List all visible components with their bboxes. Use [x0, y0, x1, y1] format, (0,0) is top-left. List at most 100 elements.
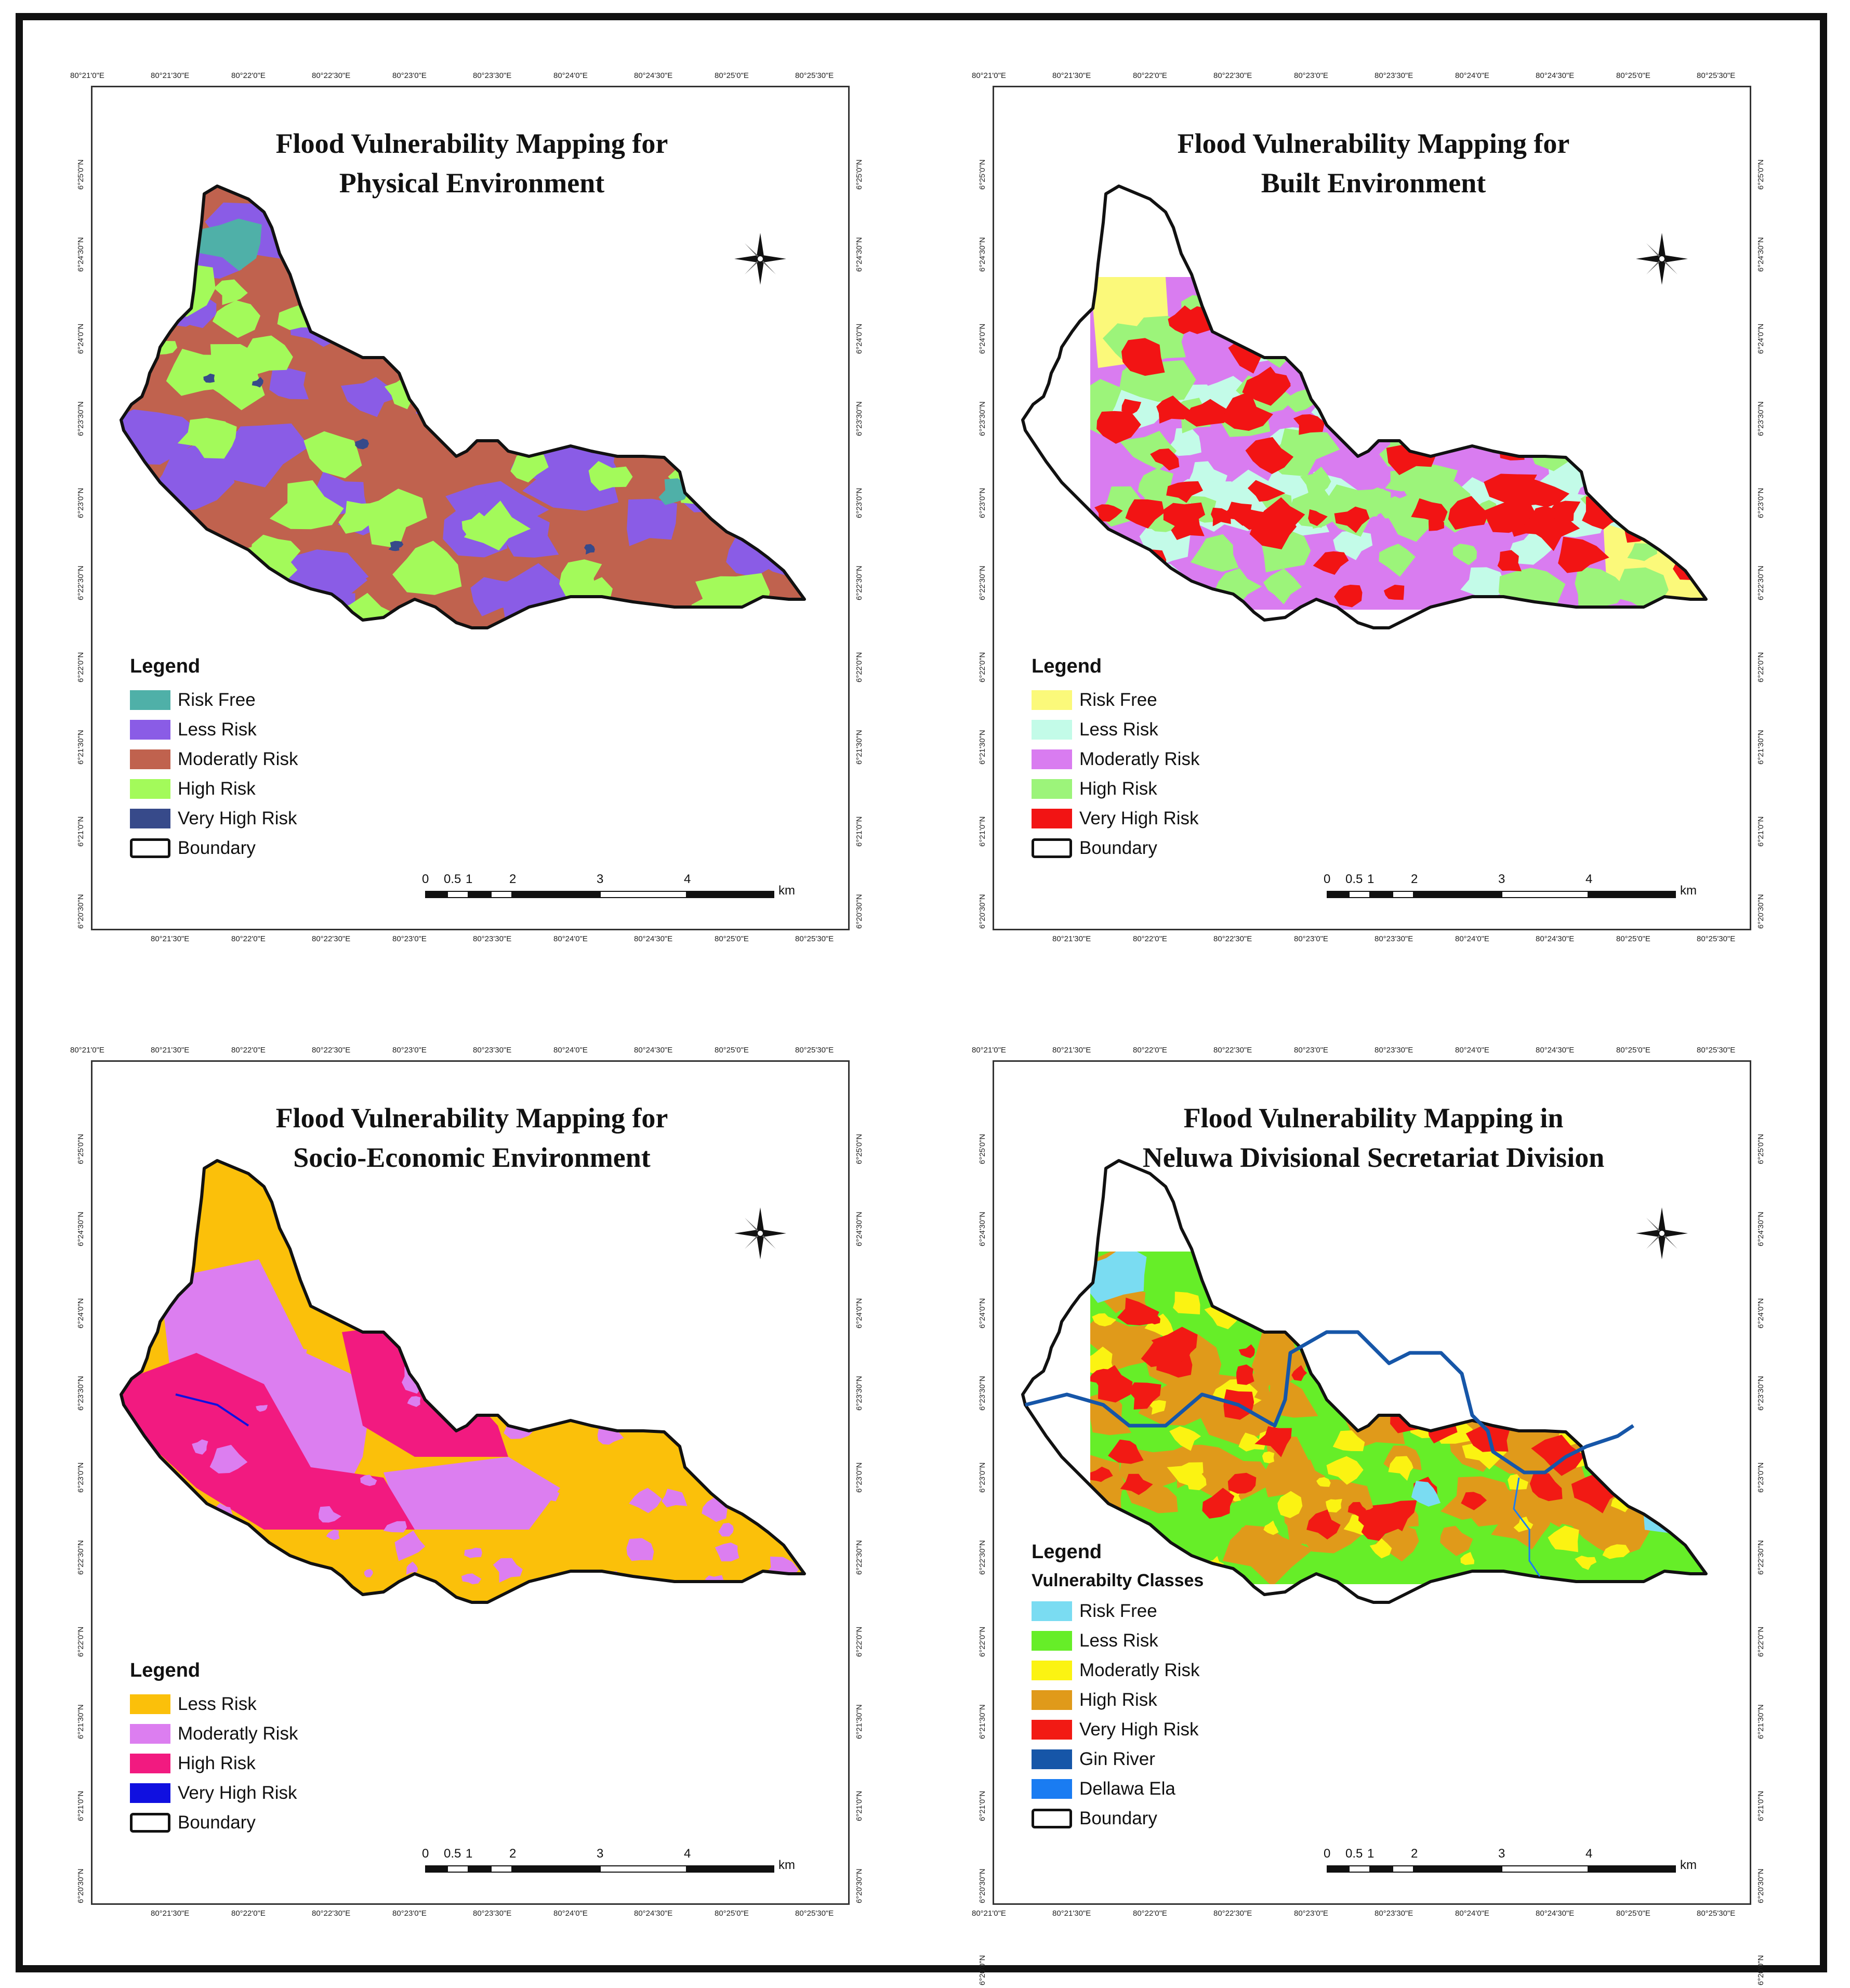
legend-swatch	[1032, 719, 1072, 740]
longitude-tick: 80°22'30"E	[1213, 934, 1252, 943]
zone-moderate	[1092, 1313, 1117, 1326]
legend-item: High Risk	[1032, 1685, 1204, 1715]
zone-very-high-risk	[1090, 1466, 1113, 1482]
scale-label: 4	[1585, 872, 1593, 886]
map-title: Flood Vulnerability Mapping for Built Env…	[994, 124, 1753, 203]
scale-label: 2	[509, 1847, 517, 1861]
zone-high-risk	[402, 318, 431, 345]
zone-high-risk	[645, 275, 698, 322]
longitude-tick: 80°25'30"E	[1697, 934, 1736, 943]
zone-moderate	[319, 1506, 341, 1523]
legend-item: Risk Free	[130, 685, 298, 715]
zone-very-high-risk	[1451, 1325, 1485, 1350]
zone-very-high-risk	[1648, 404, 1690, 437]
zone-high-risk	[269, 480, 344, 530]
zone-high-risk	[590, 256, 616, 277]
zone-high-risk	[1504, 331, 1546, 362]
zone-high-risk	[1138, 468, 1173, 507]
legend-label: Very High Risk	[1079, 1719, 1199, 1740]
map-panel-3: Flood Vulnerability Mapping for Socio-Eco…	[91, 1060, 850, 1905]
zone-very-high-risk	[1156, 396, 1190, 424]
latitude-tick: 6°22'0"N	[76, 1626, 85, 1657]
legend-item: Moderatly Risk	[1032, 744, 1199, 774]
zone-high-risk	[1647, 485, 1706, 533]
latitude-tick: 6°24'30"N	[855, 237, 864, 272]
zone-high-risk	[485, 251, 537, 297]
zone-less-risk	[627, 326, 691, 377]
compass-rose-icon	[734, 1207, 786, 1259]
zone-moderate	[192, 1439, 208, 1455]
zone-very-high-risk	[1313, 551, 1349, 575]
zone-high-risk	[1608, 385, 1643, 418]
longitude-tick: 80°22'0"E	[231, 71, 266, 80]
zone-very-high-risk	[1211, 507, 1231, 526]
latitude-tick: 6°25'0"N	[855, 159, 864, 190]
zone-very-high-risk	[1373, 383, 1398, 398]
scale-label: 4	[684, 1847, 691, 1861]
zone-high-risk	[418, 234, 482, 272]
zone-moderate	[1262, 1451, 1275, 1464]
latitude-tick: 6°20'30"N	[855, 894, 864, 929]
zone-high-risk	[214, 279, 248, 305]
map-legend: Legend Vulnerabilty Classes Risk Free Less …	[1032, 1541, 1204, 1833]
zone-very-high-risk	[1369, 337, 1405, 371]
zone-moderate	[1458, 1336, 1481, 1360]
scale-label: 2	[1411, 1847, 1418, 1861]
zone-high-risk	[192, 590, 228, 623]
zone-high-risk	[1263, 568, 1302, 604]
zone-very-high-risk	[1530, 307, 1576, 339]
zone-high-risk	[1403, 381, 1473, 438]
longitude-tick: 80°21'0"E	[70, 1046, 104, 1055]
zone-moderate	[662, 1489, 688, 1508]
longitude-tick: 80°25'30"E	[795, 934, 834, 943]
zone-moderate	[764, 1348, 790, 1377]
zone-very-high-risk	[1125, 499, 1165, 529]
longitude-tick: 80°25'0"E	[1616, 934, 1650, 943]
zone-moderate	[497, 1350, 525, 1376]
zone-very-high-risk	[1122, 546, 1167, 577]
zone-very-high-risk	[1575, 1308, 1616, 1339]
legend-swatch	[1032, 1749, 1072, 1769]
zone-high-risk	[150, 542, 194, 575]
zone-less-risk	[642, 197, 696, 230]
latitude-tick: 6°22'30"N	[1756, 565, 1765, 600]
vulnerability-map	[1021, 1159, 1708, 1604]
compass-rose-icon	[734, 233, 786, 285]
longitude-tick: 80°24'0"E	[1455, 71, 1489, 80]
longitude-tick: 80°23'30"E	[473, 934, 512, 943]
zone-high-risk	[355, 489, 427, 549]
scale-segment	[1414, 1865, 1501, 1873]
vulnerability-map	[1021, 185, 1708, 629]
legend-label: High Risk	[1079, 778, 1157, 799]
zone-very-high-risk	[1613, 374, 1657, 404]
legend-swatch	[1032, 1779, 1072, 1799]
longitude-tick: 80°22'0"E	[231, 1909, 266, 1918]
scale-segment	[1370, 891, 1392, 898]
zone-high-risk	[1357, 325, 1407, 366]
zone-moderate	[1263, 1520, 1279, 1535]
map-panel-4: Flood Vulnerability Mapping in Neluwa Div…	[993, 1060, 1751, 1905]
zone-high-risk	[1367, 1380, 1426, 1419]
zone-high-risk	[1563, 1501, 1650, 1558]
latitude-tick: 6°21'0"N	[76, 816, 85, 847]
zone-moderate	[629, 1487, 662, 1513]
zone-less-risk	[269, 367, 309, 400]
zone-very-high-risk	[1120, 1473, 1153, 1495]
legend-item: Gin River	[1032, 1744, 1204, 1774]
latitude-tick: 6°21'30"N	[978, 730, 987, 765]
zone-high-risk	[1528, 1295, 1586, 1343]
legend-swatch	[130, 1812, 170, 1833]
zone-less-risk	[1628, 358, 1663, 383]
legend-label: Less Risk	[1079, 719, 1158, 740]
zone-moderate	[1169, 1426, 1201, 1451]
zone-high-risk	[123, 538, 170, 576]
zone-moderate	[1533, 1347, 1570, 1377]
latitude-tick: 6°20'30"N	[76, 894, 85, 929]
latitude-tick: 6°22'0"N	[1756, 652, 1765, 682]
longitude-tick: 80°22'30"E	[312, 934, 351, 943]
zone-moderate	[1575, 1556, 1597, 1570]
zone-moderate	[1479, 1361, 1498, 1376]
zone-moderate	[492, 1355, 511, 1375]
zone-very-high-risk	[1431, 1345, 1478, 1383]
zone-very-high-risk	[1128, 1382, 1161, 1410]
